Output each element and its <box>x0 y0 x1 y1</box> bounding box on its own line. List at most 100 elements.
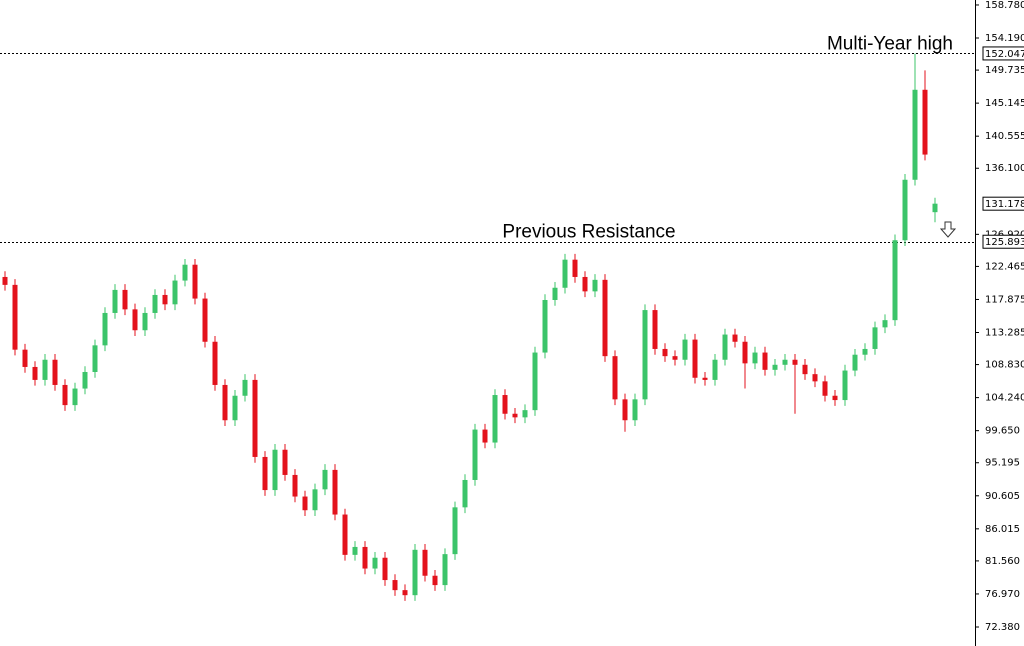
candle-body <box>602 279 608 357</box>
candle-body <box>412 549 418 596</box>
y-tick-label: 76.970 <box>985 589 1020 600</box>
candle-body <box>582 276 588 292</box>
candle-body <box>432 575 438 586</box>
candle-body <box>222 384 228 421</box>
candle-body <box>482 429 488 443</box>
candle-body <box>192 264 198 299</box>
down-arrow-icon <box>939 221 957 238</box>
candle-body <box>732 334 738 342</box>
price-box <box>982 46 1024 61</box>
candle-body <box>852 354 858 371</box>
candle-body <box>662 348 668 357</box>
candle-body <box>822 381 828 396</box>
candle-body <box>212 341 218 385</box>
y-tick-label: 149.735 <box>985 65 1024 76</box>
candle-body <box>702 377 708 380</box>
candle-body <box>382 557 388 581</box>
candle-body <box>332 469 338 515</box>
candle-body <box>872 327 878 349</box>
candle-body <box>102 312 108 346</box>
y-tick-label: 86.015 <box>985 524 1020 535</box>
candle-body <box>12 284 18 350</box>
candle-body <box>172 280 178 305</box>
candle-body <box>892 240 898 321</box>
y-tick-label: 72.380 <box>985 622 1020 633</box>
candle-body <box>782 359 788 365</box>
candle-body <box>182 264 188 281</box>
candle-body <box>742 341 748 364</box>
candle-body <box>792 359 798 365</box>
candle-body <box>462 479 468 508</box>
candle-body <box>502 395 508 414</box>
y-tick-label: 81.560 <box>985 556 1020 567</box>
candle-body <box>512 413 518 418</box>
candle-body <box>312 489 318 511</box>
price-box <box>982 196 1024 211</box>
y-tick-label: 113.285 <box>985 328 1024 339</box>
y-tick-label: 158.780 <box>985 0 1024 11</box>
candle-body <box>452 507 458 555</box>
candle-body <box>122 289 128 310</box>
candle-body <box>932 203 938 213</box>
candle-body <box>202 298 208 342</box>
candle-body <box>242 379 248 396</box>
candle-body <box>162 294 168 305</box>
annotation: Previous Resistance <box>502 222 675 243</box>
candle-body <box>522 410 528 418</box>
y-tick-label: 145.145 <box>985 98 1024 109</box>
candle-body <box>32 366 38 380</box>
candle-body <box>832 395 838 401</box>
y-tick-label: 99.650 <box>985 426 1020 437</box>
candle-body <box>842 370 848 401</box>
candle-body <box>442 554 448 586</box>
candle-body <box>62 384 68 406</box>
candle-body <box>22 349 28 367</box>
candle-body <box>692 339 698 378</box>
candle-body <box>392 580 398 591</box>
candle-body <box>532 352 538 411</box>
candle-body <box>342 514 348 555</box>
y-tick-label: 90.605 <box>985 491 1020 502</box>
candle-body <box>622 399 628 421</box>
candle-body <box>882 320 888 328</box>
candle-body <box>772 364 778 370</box>
y-tick-label: 136.100 <box>985 163 1024 174</box>
y-tick-label: 117.875 <box>985 294 1024 305</box>
candle-body <box>302 496 308 511</box>
candle-body <box>142 312 148 331</box>
candle-body <box>762 352 768 370</box>
candle-body <box>722 334 728 360</box>
candle-body <box>272 449 278 491</box>
candle-body <box>592 279 598 292</box>
candle-body <box>922 89 928 155</box>
candle-body <box>902 179 908 241</box>
price-label: 131.178 <box>985 199 1024 210</box>
y-tick-label: 104.240 <box>985 393 1024 404</box>
candle-body <box>422 549 428 576</box>
candle-body <box>112 289 118 313</box>
candle-body <box>292 474 298 497</box>
candle-body <box>682 339 688 360</box>
candle-body <box>252 379 258 457</box>
candle-body <box>372 557 378 569</box>
y-tick-label: 140.555 <box>985 131 1024 142</box>
candle-body <box>862 348 868 355</box>
candle-body <box>472 429 478 480</box>
candle-body <box>72 388 78 406</box>
candle-body <box>42 359 48 380</box>
candle-body <box>152 294 158 313</box>
candle-body <box>912 89 918 180</box>
candle-body <box>492 395 498 443</box>
y-tick-label: 108.830 <box>985 360 1024 371</box>
y-tick-label: 95.195 <box>985 458 1020 469</box>
candle-body <box>82 371 88 389</box>
candle-body <box>652 310 658 349</box>
candle-body <box>402 590 408 596</box>
candle-body <box>642 310 648 400</box>
candle-body <box>672 356 678 360</box>
price-box <box>982 234 1024 249</box>
candle-body <box>712 359 718 380</box>
candle-body <box>132 309 138 331</box>
